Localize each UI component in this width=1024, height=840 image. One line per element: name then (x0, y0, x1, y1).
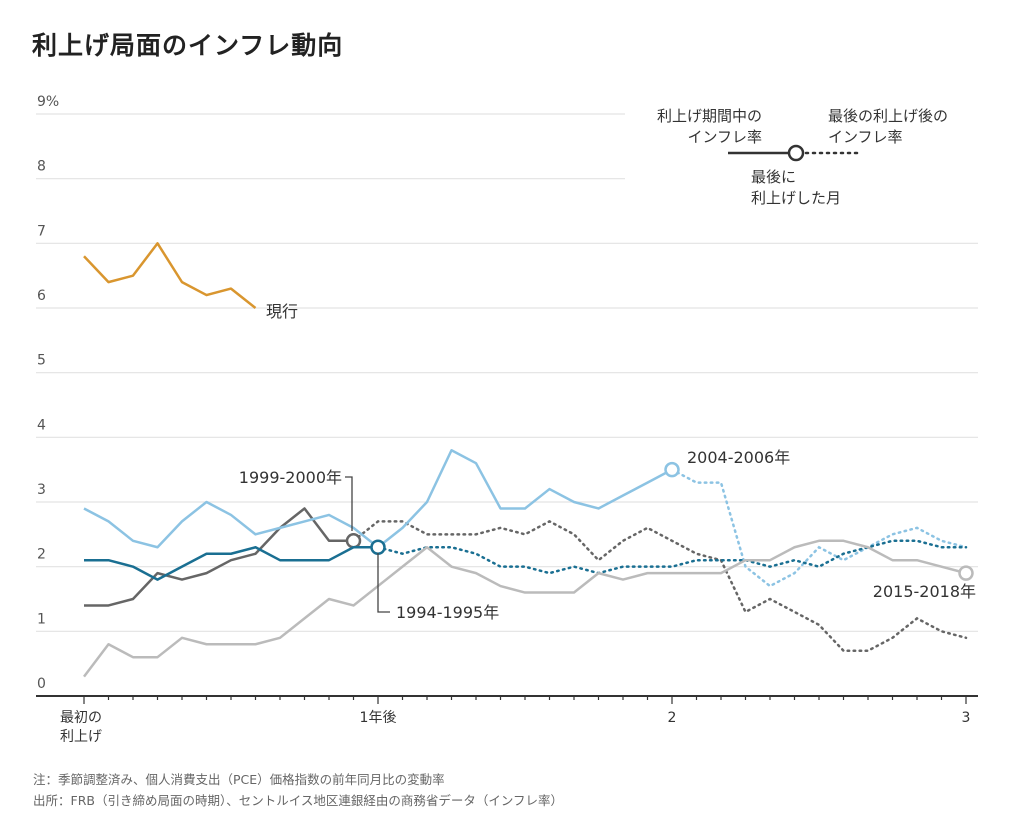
y-tick-label: 8 (37, 159, 46, 175)
leader-line (345, 476, 353, 531)
legend-after-line2: インフレ率 (828, 128, 903, 146)
x-tick-label: 2 (668, 710, 677, 726)
series-after-1999-2000年 (352, 519, 968, 652)
y-tick-label: 2 (37, 547, 46, 563)
last-hike-marker (370, 539, 386, 556)
x-tick-label: 3 (962, 710, 971, 726)
x-tick-label: 最初の (60, 709, 102, 726)
annotations: 現行 2004-2006年 1999-2000年 1994-1995年 2015-201… (239, 302, 976, 622)
legend-marker-line2: 利上げした月 (751, 189, 841, 207)
legend-marker-line1: 最後に (751, 168, 796, 186)
legend-after-line1: 最後の利上げ後の (828, 107, 948, 125)
series-group (83, 242, 974, 678)
chart-title: 利上げ局面のインフレ動向 (32, 31, 344, 60)
series-during-2004-2006年 (83, 449, 673, 549)
footnote-note: 注：季節調整済み、個人消費支出（PCE）価格指数の前年同月比の変動率 (33, 772, 445, 787)
legend: 利上げ期間中の インフレ率 最後の利上げ後の インフレ率 最後に 利上げした月 (657, 107, 948, 207)
y-axis-labels: 0 1 2 3 4 5 6 7 8 9% (37, 94, 59, 692)
x-tick-label-line2: 利上げ (60, 729, 102, 745)
y-tick-label: 6 (37, 288, 46, 304)
x-tick-label: 1年後 (360, 710, 397, 726)
series-during-現行 (83, 242, 257, 309)
series-during-1999-2000年 (84, 507, 354, 607)
y-tick-label: 7 (37, 223, 46, 239)
series-label: 現行 (266, 302, 298, 321)
series-label: 1999-2000年 (239, 468, 342, 487)
legend-marker (787, 144, 805, 162)
series-during-2015-2018年 (83, 539, 967, 678)
y-tick-label: 0 (37, 676, 46, 692)
y-tick-label: 1 (37, 611, 46, 627)
y-tick-label: 5 (37, 353, 46, 369)
series-label: 2004-2006年 (687, 448, 790, 467)
series-label: 1994-1995年 (396, 603, 499, 622)
last-hike-marker (958, 565, 974, 581)
y-tick-label: 9% (37, 94, 59, 110)
last-hike-marker (664, 461, 680, 478)
last-hike-marker (345, 533, 362, 549)
series-label: 2015-2018年 (873, 582, 976, 601)
series-during-1994-1995年 (84, 546, 378, 581)
series-after-2004-2006年 (670, 468, 968, 588)
legend-during-line2: インフレ率 (687, 128, 762, 146)
series-after-1994-1995年 (376, 539, 968, 575)
footnote-source: 出所：FRB（引き締め局面の時期）、セントルイス地区連銀経由の商務省データ（イン… (33, 793, 563, 808)
legend-during-line1: 利上げ期間中の (657, 107, 762, 125)
y-tick-label: 3 (37, 482, 46, 498)
leader-line (377, 553, 390, 613)
y-tick-label: 4 (37, 417, 46, 433)
